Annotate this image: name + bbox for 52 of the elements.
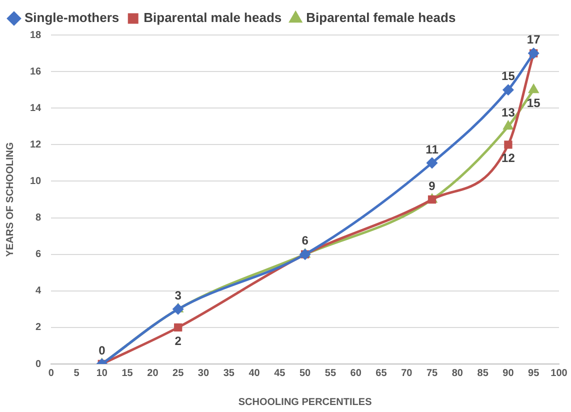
point: [502, 84, 514, 96]
y-tick-label: 0: [36, 358, 42, 370]
point: [528, 84, 538, 94]
data-label: 12: [502, 150, 516, 165]
x-tick-label: 40: [248, 368, 260, 379]
y-tick-label: 6: [36, 249, 42, 260]
x-tick-label: 15: [122, 368, 134, 379]
data-label: 13: [502, 106, 516, 120]
x-tick-label: 75: [426, 368, 438, 379]
data-label: 17: [526, 32, 541, 47]
y-tick-label: 10: [30, 176, 42, 187]
x-tick-label: 85: [477, 368, 489, 379]
point: [426, 158, 438, 168]
data-label: 3: [174, 288, 182, 302]
legend-label: Biparental male heads: [144, 10, 282, 26]
data-label: 11: [426, 142, 439, 156]
y-axis-title: YEARS OF SCHOOLING: [4, 142, 16, 257]
x-tick-label: 65: [376, 368, 388, 379]
x-tick-label: 35: [223, 368, 235, 379]
data-label: 2: [174, 334, 182, 348]
x-tick-label: 95: [528, 368, 540, 379]
data-label: 0: [98, 343, 106, 358]
data-label: 6: [302, 234, 309, 248]
x-tick-label: 20: [147, 368, 159, 379]
point: [504, 140, 512, 149]
x-tick-label: 30: [198, 368, 210, 379]
x-tick-label: 100: [550, 368, 568, 379]
y-tick-label: 14: [30, 102, 42, 114]
point: [174, 323, 182, 332]
x-tick-label: 10: [96, 368, 108, 379]
x-tick-label: 50: [300, 368, 312, 379]
y-tick-label: 8: [36, 212, 42, 224]
x-tick-label: 70: [401, 368, 413, 379]
legend-label: Biparental female heads: [306, 10, 456, 26]
y-tick-label: 2: [36, 322, 42, 334]
data-label: 15: [502, 69, 516, 84]
y-tick-label: 16: [30, 66, 42, 78]
data-label: 9: [428, 178, 436, 193]
x-tick-label: 25: [172, 368, 184, 379]
x-tick-label: 5: [74, 368, 80, 379]
data-label: 15: [526, 96, 541, 110]
x-tick-label: 45: [274, 368, 286, 379]
x-tick-label: 55: [324, 368, 336, 379]
x-tick-label: 60: [350, 368, 362, 379]
y-tick-label: 12: [30, 139, 42, 150]
legend-label: Single-mothers: [24, 10, 120, 26]
x-tick-label: 90: [502, 368, 514, 379]
y-tick-label: 18: [30, 30, 42, 41]
x-tick-label: 0: [48, 368, 54, 379]
x-axis-title: SCHOOLING PERCENTILES: [238, 396, 372, 408]
x-tick-label: 80: [452, 368, 464, 379]
y-tick-label: 4: [36, 286, 42, 297]
